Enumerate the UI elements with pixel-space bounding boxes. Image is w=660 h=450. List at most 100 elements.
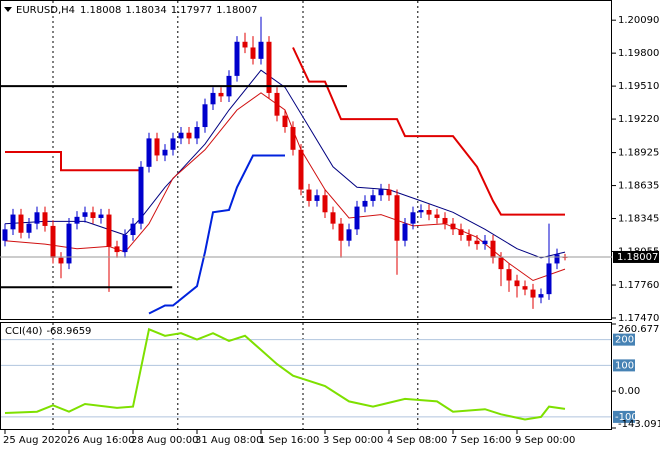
- candle-body: [122, 235, 128, 253]
- y-tick-label: -143.0911: [618, 419, 660, 430]
- y-tick-label: 1.19510: [618, 81, 659, 92]
- candle-body: [362, 200, 368, 207]
- x-tick-label: 1 Sep 16:00: [259, 435, 319, 446]
- indicator-line: [148, 154, 285, 315]
- candle-body: [306, 189, 312, 201]
- candle-body: [162, 149, 168, 156]
- candle-body: [506, 269, 512, 281]
- candle-body: [330, 212, 336, 224]
- candle-body: [82, 212, 88, 217]
- x-tick-label: 31 Aug 08:00: [195, 435, 262, 446]
- y-tick-label: 1.18925: [618, 148, 659, 159]
- candle-body: [194, 127, 200, 139]
- candle-body: [130, 223, 136, 236]
- menu-arrow[interactable]: [4, 7, 12, 12]
- candle-body: [402, 223, 408, 241]
- candle-body: [170, 138, 176, 150]
- candle-body: [394, 195, 400, 241]
- x-tick-label: 25 Aug 2020: [3, 435, 67, 446]
- x-tick-label: 7 Sep 16:00: [451, 435, 511, 446]
- candle-body: [98, 214, 104, 218]
- candle-body: [202, 104, 208, 128]
- candle-body: [538, 294, 544, 298]
- candle-body: [258, 41, 264, 59]
- candle-body: [218, 92, 224, 97]
- candle-body: [442, 217, 448, 224]
- candle-body: [482, 240, 488, 245]
- indicator-line: [5, 47, 565, 216]
- candle-body: [106, 214, 112, 247]
- candle-body: [58, 257, 64, 264]
- candle-body: [466, 235, 472, 241]
- candle-body: [210, 92, 216, 105]
- y-tick-label: 260.6777: [618, 324, 660, 335]
- indicator-line: [4, 69, 566, 259]
- candle-body: [554, 254, 560, 264]
- level-label: 100: [615, 360, 634, 371]
- candle-body: [154, 138, 160, 156]
- cci-line: [4, 327, 566, 421]
- header-open: 1.18008: [80, 5, 121, 16]
- candle-body: [274, 92, 280, 116]
- candle-body: [138, 166, 144, 224]
- candle-body: [474, 240, 480, 245]
- indicator-value: -68.9659: [46, 326, 91, 337]
- candle-body: [458, 229, 464, 236]
- level-box: [613, 410, 635, 423]
- candle-body: [498, 257, 504, 270]
- candle-body: [2, 229, 8, 241]
- price-panel: [0, 0, 612, 320]
- candle-body: [186, 132, 192, 139]
- candle-body: [418, 210, 424, 213]
- header: EURUSD,H4 1.18008 1.18034 1.17977 1.18007: [16, 5, 257, 16]
- indicator-panel: [0, 322, 612, 430]
- y-tick-label: 1.18345: [618, 214, 659, 225]
- y-tick-label: 1.19220: [618, 114, 659, 125]
- symbol: EURUSD,H4: [16, 5, 75, 16]
- x-tick-label: 3 Sep 00:00: [323, 435, 383, 446]
- candle-body: [26, 223, 32, 233]
- candle-body: [282, 115, 288, 128]
- indicator-name: CCI(40): [5, 326, 43, 337]
- candle-body: [514, 280, 520, 287]
- candle-body: [522, 286, 528, 290]
- header-high: 1.18034: [125, 5, 166, 16]
- candle-body: [146, 138, 152, 167]
- current-price-box: [613, 250, 659, 263]
- candle-body: [34, 212, 40, 224]
- x-tick-label: 28 Aug 00:00: [131, 435, 198, 446]
- candle-body: [290, 127, 296, 150]
- y-tick-label: 1.17760: [618, 280, 659, 291]
- candle-body: [50, 225, 56, 258]
- candle-body: [434, 214, 440, 218]
- header-low: 1.17977: [171, 5, 212, 16]
- candle-body: [18, 214, 24, 233]
- level-label: 200: [615, 335, 634, 346]
- candle-body: [10, 214, 16, 230]
- x-tick-label: 9 Sep 00:00: [515, 435, 575, 446]
- level-box: [613, 359, 635, 372]
- candle-body: [546, 263, 552, 295]
- y-tick-label: 1.17470: [618, 313, 659, 324]
- candle-body: [42, 212, 48, 226]
- candle-body: [266, 41, 272, 93]
- header-close: 1.18007: [216, 5, 257, 16]
- candle-body: [114, 246, 120, 253]
- candle-body: [74, 216, 80, 224]
- candle-body: [426, 210, 432, 215]
- candle-body: [322, 195, 328, 213]
- candle-body: [242, 41, 248, 48]
- candle-body: [450, 223, 456, 230]
- y-tick-label: 1.19800: [618, 48, 659, 59]
- level-label: -100: [615, 412, 638, 423]
- candle-body: [490, 240, 496, 258]
- candle-body: [346, 229, 352, 241]
- y-tick-label: 1.18635: [618, 181, 659, 192]
- candle-body: [354, 206, 360, 230]
- candle-body: [178, 132, 184, 139]
- candle-body: [338, 223, 344, 241]
- candle-body: [370, 195, 376, 201]
- level-box: [613, 333, 635, 346]
